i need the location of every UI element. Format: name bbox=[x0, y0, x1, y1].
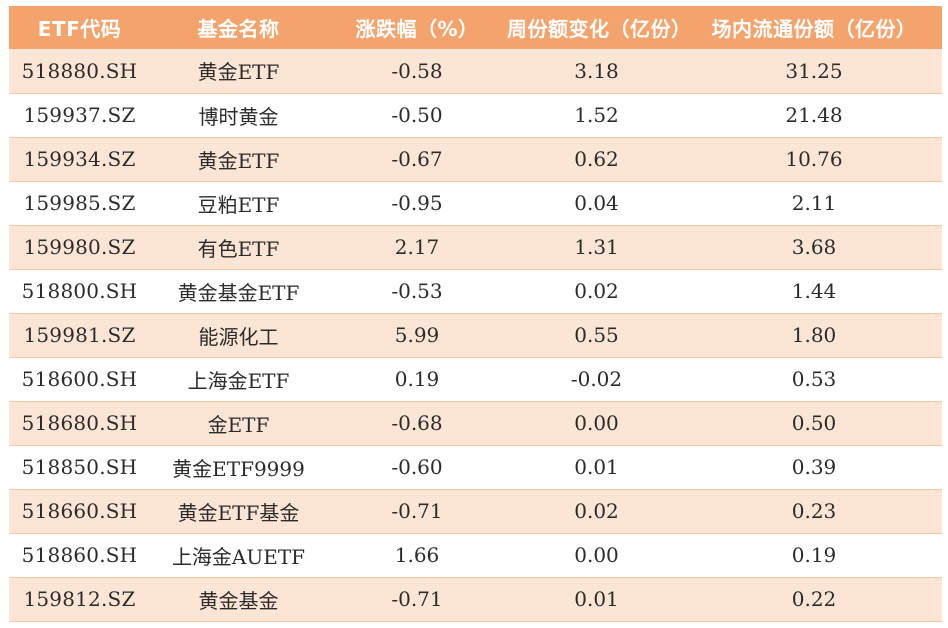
etf-code-cell: 159812.SZ bbox=[23, 587, 136, 611]
weekly-share-change-cell: 1.52 bbox=[574, 103, 619, 127]
header-row: ETF代码 基金名称 涨跌幅（%） 周份额变化（亿份） 场内流通份额（亿份） bbox=[9, 6, 942, 49]
change-pct-cell: -0.95 bbox=[391, 191, 443, 215]
circulating-shares-cell: 21.48 bbox=[785, 103, 843, 127]
weekly-share-change-cell: 3.18 bbox=[574, 58, 619, 83]
table-row: 518860.SH 上海金AUETF 1.66 0.00 0.19 bbox=[9, 533, 942, 577]
etf-code-cell: 518660.SH bbox=[21, 499, 138, 523]
header-fund-name: 基金名称 bbox=[197, 17, 280, 41]
table-row: 159937.SZ 博时黄金 -0.50 1.52 21.48 bbox=[9, 93, 942, 137]
change-pct-cell: 5.99 bbox=[394, 323, 440, 347]
change-pct-cell: -0.68 bbox=[391, 411, 443, 435]
etf-code-cell: 518800.SH bbox=[21, 279, 138, 303]
weekly-share-change-cell: 1.31 bbox=[574, 235, 619, 259]
circulating-shares-cell: 0.19 bbox=[791, 543, 837, 567]
table-row: 518850.SH 黄金ETF9999 -0.60 0.01 0.39 bbox=[9, 445, 942, 489]
table-row: 518800.SH 黄金基金ETF -0.53 0.02 1.44 bbox=[9, 269, 942, 313]
weekly-share-change-cell: 0.00 bbox=[574, 543, 619, 567]
fund-name-cell: 博时黄金 bbox=[198, 104, 279, 129]
header-change-pct: 涨跌幅（%） bbox=[355, 17, 479, 41]
fund-name-cell: 黄金ETF基金 bbox=[177, 500, 300, 525]
etf-code-cell: 159934.SZ bbox=[23, 147, 136, 171]
circulating-shares-cell: 0.22 bbox=[791, 587, 837, 611]
table-header: ETF代码 基金名称 涨跌幅（%） 周份额变化（亿份） 场内流通份额（亿份） bbox=[9, 6, 942, 49]
weekly-share-change-cell: 0.01 bbox=[574, 587, 619, 611]
change-pct-cell: -0.71 bbox=[391, 587, 443, 611]
change-pct-cell: 0.19 bbox=[394, 367, 440, 391]
change-pct-cell: -0.71 bbox=[391, 499, 443, 523]
fund-name-cell: 黄金ETF bbox=[197, 60, 280, 85]
circulating-shares-cell: 0.53 bbox=[791, 367, 837, 391]
weekly-share-change-cell: 0.04 bbox=[574, 191, 619, 215]
fund-name-cell: 有色ETF bbox=[197, 236, 280, 261]
fund-name-cell: 能源化工 bbox=[198, 324, 279, 349]
weekly-share-change-cell: 0.62 bbox=[574, 147, 619, 171]
table-row: 518600.SH 上海金ETF 0.19 -0.02 0.53 bbox=[9, 357, 942, 401]
change-pct-cell: 1.66 bbox=[394, 543, 440, 567]
table-row: 159981.SZ 能源化工 5.99 0.55 1.80 bbox=[9, 313, 942, 357]
circulating-shares-cell: 0.39 bbox=[791, 455, 837, 479]
change-pct-cell: -0.58 bbox=[391, 58, 443, 83]
etf-code-cell: 518600.SH bbox=[21, 367, 138, 391]
change-pct-cell: -0.60 bbox=[391, 455, 443, 479]
change-pct-cell: -0.50 bbox=[391, 103, 443, 127]
circulating-shares-cell: 3.68 bbox=[791, 235, 837, 259]
table-row: 518680.SH 金ETF -0.68 0.00 0.50 bbox=[9, 401, 942, 445]
table-row: 159934.SZ 黄金ETF -0.67 0.62 10.76 bbox=[9, 137, 942, 181]
weekly-share-change-cell: 0.02 bbox=[574, 279, 619, 303]
circulating-shares-cell: 10.76 bbox=[785, 147, 843, 171]
etf-code-cell: 159937.SZ bbox=[23, 103, 136, 127]
change-pct-cell: -0.53 bbox=[391, 279, 443, 303]
table-row: 159812.SZ 黄金基金 -0.71 0.01 0.22 bbox=[9, 577, 942, 621]
header-circulating-shares: 场内流通份额（亿份） bbox=[711, 17, 917, 41]
etf-code-cell: 518680.SH bbox=[21, 411, 138, 435]
fund-name-cell: 豆粕ETF bbox=[197, 192, 280, 217]
fund-name-cell: 金ETF bbox=[207, 412, 270, 437]
etf-table: ETF代码 基金名称 涨跌幅（%） 周份额变化（亿份） 场内流通份额（亿份） 5… bbox=[9, 6, 942, 622]
weekly-share-change-cell: 0.01 bbox=[574, 455, 619, 479]
etf-code-cell: 159980.SZ bbox=[23, 235, 136, 259]
fund-name-cell: 黄金ETF bbox=[197, 148, 280, 173]
table-row: 518880.SH 黄金ETF -0.58 3.18 31.25 bbox=[9, 49, 942, 93]
circulating-shares-cell: 0.50 bbox=[791, 411, 837, 435]
fund-name-cell: 黄金基金 bbox=[198, 588, 279, 613]
header-etf-code: ETF代码 bbox=[37, 17, 122, 41]
change-pct-cell: 2.17 bbox=[394, 235, 440, 259]
circulating-shares-cell: 1.80 bbox=[791, 323, 837, 347]
etf-code-cell: 159985.SZ bbox=[23, 191, 136, 215]
etf-code-cell: 518850.SH bbox=[21, 455, 138, 479]
weekly-share-change-cell: 0.02 bbox=[574, 499, 619, 523]
etf-code-cell: 518880.SH bbox=[21, 58, 138, 83]
table-row: 159985.SZ 豆粕ETF -0.95 0.04 2.11 bbox=[9, 181, 942, 225]
table-row: 518660.SH 黄金ETF基金 -0.71 0.02 0.23 bbox=[9, 489, 942, 533]
weekly-share-change-cell: 0.55 bbox=[574, 323, 619, 347]
fund-name-cell: 黄金ETF9999 bbox=[172, 456, 305, 481]
circulating-shares-cell: 31.25 bbox=[785, 58, 843, 83]
weekly-share-change-cell: 0.00 bbox=[574, 411, 619, 435]
circulating-shares-cell: 2.11 bbox=[791, 191, 837, 215]
fund-name-cell: 上海金ETF bbox=[187, 368, 290, 393]
etf-code-cell: 159981.SZ bbox=[23, 323, 136, 347]
table-row: 159980.SZ 有色ETF 2.17 1.31 3.68 bbox=[9, 225, 942, 269]
etf-code-cell: 518860.SH bbox=[21, 543, 138, 567]
fund-name-cell: 黄金基金ETF bbox=[177, 280, 300, 305]
circulating-shares-cell: 1.44 bbox=[791, 279, 837, 303]
circulating-shares-cell: 0.23 bbox=[791, 499, 837, 523]
change-pct-cell: -0.67 bbox=[391, 147, 443, 171]
fund-name-cell: 上海金AUETF bbox=[171, 544, 306, 569]
weekly-share-change-cell: -0.02 bbox=[570, 367, 623, 391]
header-weekly-share-change: 周份额变化（亿份） bbox=[507, 17, 692, 41]
table-body: 518880.SH 黄金ETF -0.58 3.18 31.25 159937.SZ 博时黄… bbox=[9, 49, 942, 621]
